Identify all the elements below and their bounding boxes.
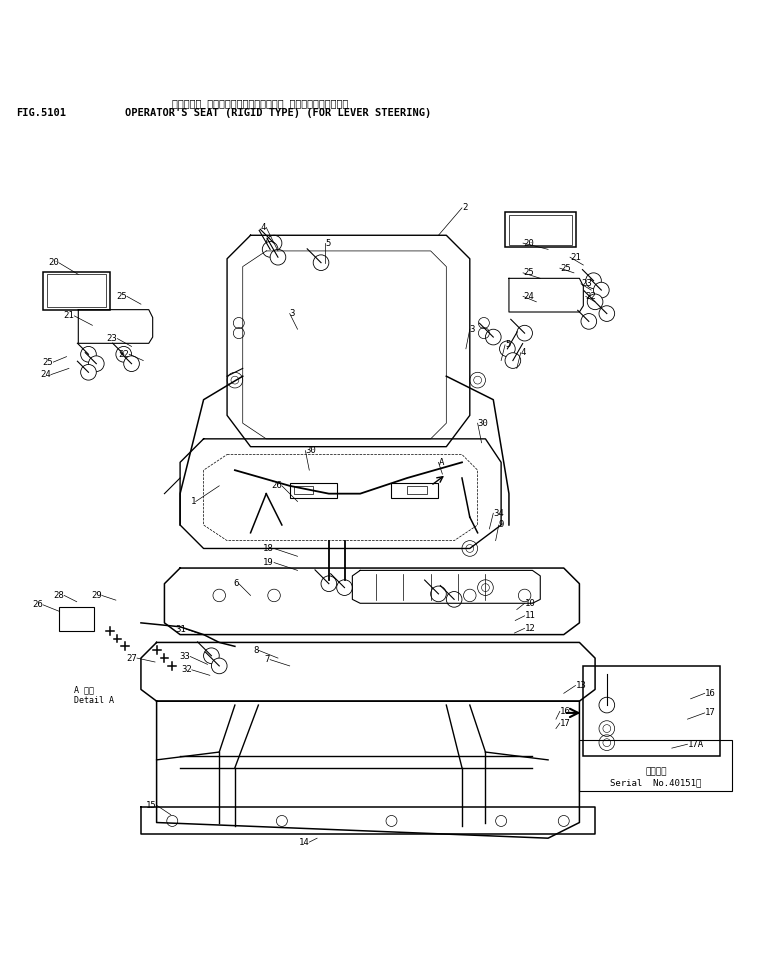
Circle shape [211,658,227,674]
Text: 18: 18 [263,544,274,553]
Circle shape [599,697,615,713]
Text: 21: 21 [570,252,581,262]
Text: 適用号機
Serial  No.40151～: 適用号機 Serial No.40151～ [611,768,702,787]
Text: 5: 5 [505,340,511,349]
Text: 32: 32 [181,665,192,674]
Bar [59,607,94,631]
Circle shape [599,306,615,321]
Text: 33: 33 [179,652,190,661]
Bar [579,740,732,792]
Circle shape [337,579,352,596]
Text: 17: 17 [560,719,571,728]
Bar [583,666,720,756]
Text: 8: 8 [253,645,258,655]
Circle shape [517,325,532,341]
Circle shape [446,592,462,607]
Text: 7: 7 [265,655,270,664]
Text: 30: 30 [305,446,316,455]
Circle shape [88,356,104,372]
Text: 28: 28 [53,591,64,600]
Text: 10: 10 [525,598,536,608]
Bar [47,274,106,307]
Bar [290,484,337,497]
Circle shape [81,346,96,362]
Text: 25: 25 [116,292,127,301]
Text: 13: 13 [576,681,586,690]
Circle shape [431,586,446,601]
Text: 4: 4 [261,223,266,232]
Circle shape [262,242,278,257]
Text: 15: 15 [146,801,157,810]
Circle shape [116,346,132,362]
Text: 20: 20 [523,239,534,248]
Circle shape [485,329,501,345]
Circle shape [500,341,515,357]
Text: 11: 11 [525,611,536,620]
Text: 12: 12 [525,624,536,633]
Circle shape [204,648,219,663]
Bar [509,215,572,245]
Text: 25: 25 [560,264,571,272]
Circle shape [581,314,597,329]
Text: 3: 3 [290,309,295,318]
Circle shape [81,364,96,380]
Text: 29: 29 [91,591,102,600]
Text: 22: 22 [118,350,129,358]
Text: 20: 20 [48,258,59,267]
Circle shape [505,353,521,368]
Text: 6: 6 [233,579,239,588]
Text: 17: 17 [705,708,716,717]
Text: FIG.5101: FIG.5101 [16,108,66,119]
Circle shape [321,576,337,592]
Text: 17A: 17A [687,740,704,749]
Text: OPERATOR'S SEAT (RIGID TYPE) (FOR LEVER STEERING): OPERATOR'S SEAT (RIGID TYPE) (FOR LEVER … [125,108,431,119]
Text: 31: 31 [175,624,186,634]
Text: 30: 30 [478,419,489,427]
Circle shape [586,272,601,289]
Text: 23: 23 [106,335,117,343]
Circle shape [270,250,286,265]
Circle shape [594,282,609,298]
Text: 25: 25 [523,269,534,277]
Text: 25: 25 [42,358,53,366]
Circle shape [266,235,282,250]
Text: 16: 16 [705,689,716,698]
Bar [407,486,427,493]
Text: 24: 24 [523,292,534,301]
Text: 22: 22 [586,292,597,301]
Text: 4: 4 [521,348,526,358]
Circle shape [587,294,603,310]
Text: 19: 19 [263,558,274,567]
Text: 3: 3 [470,325,475,334]
Text: 23: 23 [581,279,592,289]
Text: 21: 21 [63,312,74,320]
Text: A 詳細
Detail A: A 詳細 Detail A [74,685,114,705]
Text: A: A [438,458,444,467]
Text: 14: 14 [298,837,309,847]
Text: 2: 2 [462,204,467,212]
Text: 27: 27 [126,654,137,663]
Circle shape [313,255,329,271]
Text: オペレータ シート（ゴテイキ）（レバー ステアリング・ヨウ）: オペレータ シート（ゴテイキ）（レバー ステアリング・ヨウ） [172,98,348,108]
Bar [505,212,576,247]
Text: 5: 5 [325,239,330,248]
Bar [294,486,313,493]
Text: 1: 1 [190,497,196,506]
Bar [43,272,110,310]
Text: 9: 9 [499,520,504,530]
Text: 24: 24 [40,370,51,380]
Bar [392,484,438,497]
Text: 34: 34 [493,509,504,518]
Text: 26: 26 [32,600,43,609]
Text: 16: 16 [560,706,571,716]
Circle shape [124,356,139,372]
Text: 26: 26 [271,481,282,490]
